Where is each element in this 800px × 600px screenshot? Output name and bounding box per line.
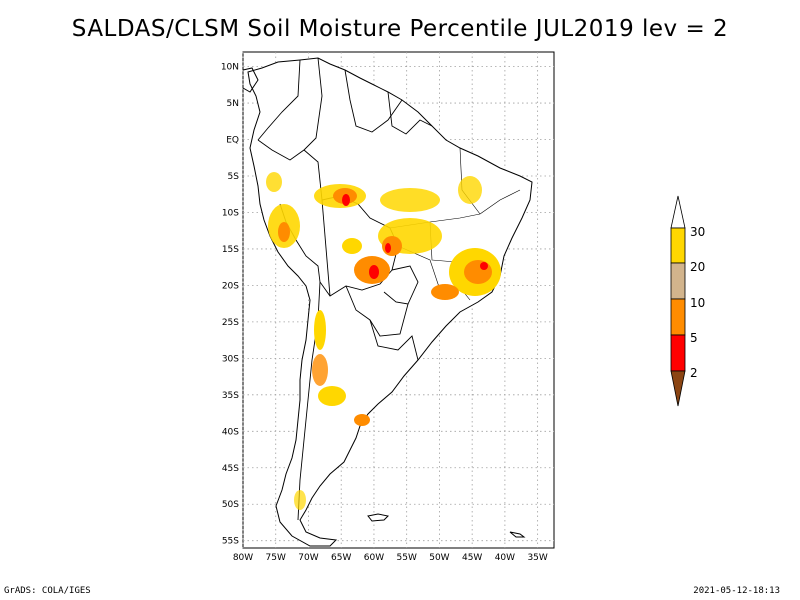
colorbar-top-arrow <box>670 195 686 229</box>
latitude-tick-labels: 10N 5N EQ 5S 10S 15S 20S 25S 30S 35S 40S 45S 50S 55S <box>221 63 239 547</box>
lat-tick-label: 30S <box>222 354 239 364</box>
colorbar-bin-2-5 <box>670 334 686 372</box>
lon-tick-label: 70W <box>298 553 318 563</box>
percentile-shading <box>266 172 501 510</box>
colorbar-bin-20-30 <box>670 227 686 264</box>
lat-tick-label: 45S <box>222 464 239 474</box>
colorbar-bin-10-20 <box>670 262 686 300</box>
colorbar: 30 20 10 5 2 <box>670 195 705 407</box>
lat-tick-label: 50S <box>222 500 239 510</box>
lat-tick-label: 15S <box>222 245 239 255</box>
colorbar-label-30: 30 <box>690 225 705 239</box>
lon-tick-label: 55W <box>397 553 417 563</box>
lat-tick-label: 40S <box>222 427 239 437</box>
lat-tick-label: EQ <box>226 136 239 146</box>
map-title: SALDAS/CLSM Soil Moisture Percentile JUL… <box>71 16 729 42</box>
colorbar-bottom-arrow <box>670 370 686 407</box>
lon-tick-label: 40W <box>495 553 515 563</box>
colorbar-label-20: 20 <box>690 260 705 274</box>
lat-tick-label: 5S <box>228 172 240 182</box>
lat-tick-label: 25S <box>222 318 239 328</box>
lat-tick-label: 35S <box>222 391 239 401</box>
footer-timestamp: 2021-05-12-18:13 <box>693 586 780 596</box>
lon-tick-label: 65W <box>331 553 351 563</box>
footer-credit: GrADS: COLA/IGES <box>4 586 91 596</box>
colorbar-label-5: 5 <box>690 331 698 345</box>
lon-tick-label: 60W <box>364 553 384 563</box>
lon-tick-label: 35W <box>527 553 547 563</box>
lat-tick-label: 5N <box>227 99 239 109</box>
lon-tick-label: 50W <box>429 553 449 563</box>
lat-tick-label: 55S <box>222 537 239 547</box>
lat-tick-label: 10N <box>221 63 239 73</box>
lat-tick-label: 20S <box>222 281 239 291</box>
lat-tick-label: 10S <box>222 208 239 218</box>
continent-outline <box>242 57 533 547</box>
lon-tick-label: 45W <box>462 553 482 563</box>
colorbar-label-2: 2 <box>690 366 698 380</box>
lon-tick-label: 75W <box>266 553 286 563</box>
lon-tick-label: 80W <box>233 553 253 563</box>
longitude-tick-labels: 80W 75W 70W 65W 60W 55W 50W 45W 40W 35W <box>233 553 548 563</box>
colorbar-bin-5-10 <box>670 298 686 336</box>
colorbar-label-10: 10 <box>690 296 705 310</box>
